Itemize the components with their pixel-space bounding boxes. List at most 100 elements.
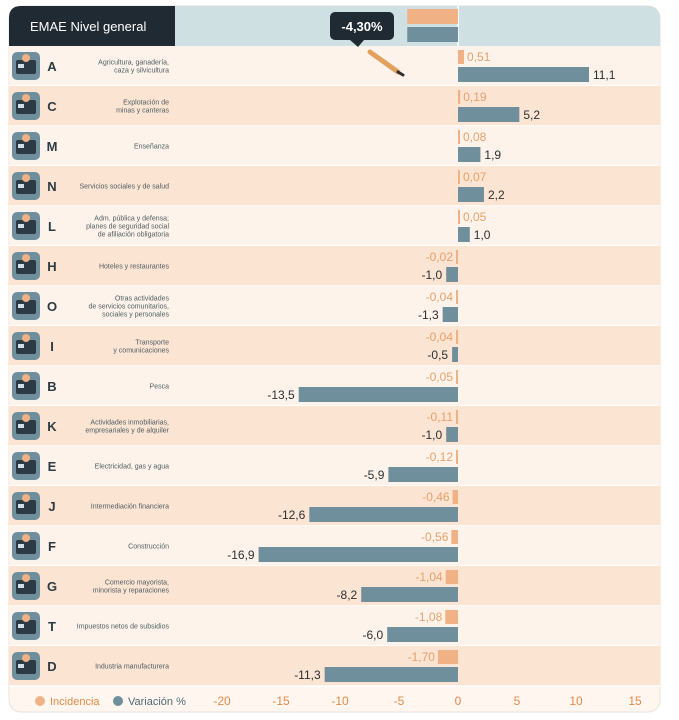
transport-icon [12,332,40,360]
hotel-icon [12,252,40,280]
sector-letter: D [47,659,56,674]
sector-letter: C [47,99,57,114]
sector-name: Enseñanza [134,144,169,151]
gears-icon [12,492,40,520]
variation-label: -8,2 [337,588,358,602]
variation-label: -16,9 [227,548,255,562]
sector-name: Actividades inmobiliarias, [90,420,169,427]
sector-letter: T [48,619,56,634]
icon-shape [16,100,36,114]
oil-pump-icon [12,412,40,440]
total-incidence-bar [407,9,458,24]
x-tick-label: -5 [394,694,405,708]
header-box [9,6,175,46]
icon-shape [16,620,36,634]
sector-name: Impuestos netos de subsidios [77,624,170,631]
incidence-bar [456,450,458,464]
incidence-label: 0,08 [463,130,487,144]
variation-label: 2,2 [488,188,505,202]
legend-label-variation: Variación % [128,696,186,708]
sector-letter: G [47,579,57,594]
icon-detail [18,384,24,388]
icon-shape [16,340,36,354]
x-tick-label: -15 [272,694,290,708]
row-background [9,606,660,646]
row-background [9,206,660,246]
icon-shape [16,420,36,434]
icon-detail [18,584,24,588]
variation-bar [446,427,458,442]
sector-name: empresariales y de alquiler [85,428,169,435]
incidence-label: -0,12 [426,450,454,464]
icon-detail [18,504,24,508]
variation-label: 1,0 [474,228,491,242]
sector-rows: A Agricultura, ganadería,caza y silvicult… [9,46,660,687]
icon-accent [22,494,30,502]
icon-detail [18,104,24,108]
icon-detail [18,464,24,468]
icon-detail [18,264,24,268]
icon-detail [18,304,24,308]
legend: Incidencia Variación % [35,696,186,708]
variation-bar [387,627,458,642]
icon-shape [16,140,36,154]
health-icon [12,172,40,200]
variation-bar [458,227,470,242]
variation-label: -1,0 [422,268,443,282]
incidence-bar [458,90,461,104]
icon-shape [16,540,36,554]
variation-label: 1,9 [484,148,501,162]
incidence-label: 0,07 [463,170,487,184]
incidence-label: -0,56 [421,530,449,544]
sector-letter: O [47,299,57,314]
incidence-label: 0,19 [463,90,487,104]
icon-shape [16,500,36,514]
sector-name: Electricidad, gas y agua [95,464,169,471]
sector-letter: N [47,179,56,194]
icon-accent [22,534,30,542]
icon-shape [16,660,36,674]
bars: 0,51 11,1 0,19 5,2 0,08 1,9 0,072,20,05 1,0 -0,0… [227,50,616,682]
incidence-bar [456,370,458,384]
pencil-body [367,49,401,75]
incidence-label: -1,70 [408,650,436,664]
total-callout: -4,30% [330,9,458,77]
sector-name: Pesca [150,384,170,391]
community-icon [12,292,40,320]
row-background [9,166,660,206]
x-tick-label: 5 [514,694,521,708]
icon-accent [22,294,30,302]
icon-detail [18,344,24,348]
pencil-icon [367,49,405,77]
x-tick-label: 15 [628,694,642,708]
sector-name: Hoteles y restaurantes [99,264,170,271]
sector-name: sociales y personales [102,312,169,319]
variation-label: -0,5 [427,348,448,362]
icon-shape [16,380,36,394]
variation-label: -12,6 [278,508,306,522]
incidence-bar [456,410,458,424]
x-tick-label: -10 [331,694,349,708]
sector-name: Transporte [135,340,169,347]
icon-detail [18,144,24,148]
incidence-bar [458,210,460,224]
variation-label: -6,0 [363,628,384,642]
incidence-bar [437,650,458,664]
variation-bar [452,347,458,362]
sector-name: caza y silvicultura [114,68,169,75]
sector-name: Comercio mayorista, [105,580,169,587]
taxes-icon [12,612,40,640]
icon-accent [22,614,30,622]
variation-bar [458,107,520,122]
total-badge-pointer [350,40,364,47]
icon-accent [22,254,30,262]
incidence-bar [456,330,458,344]
sector-letter: J [48,499,55,514]
sector-name: Intermediación financiera [91,504,169,511]
incidence-label: -0,05 [426,370,454,384]
icon-accent [22,374,30,382]
incidence-bar [445,570,458,584]
row-background [9,406,660,446]
icon-shape [16,460,36,474]
